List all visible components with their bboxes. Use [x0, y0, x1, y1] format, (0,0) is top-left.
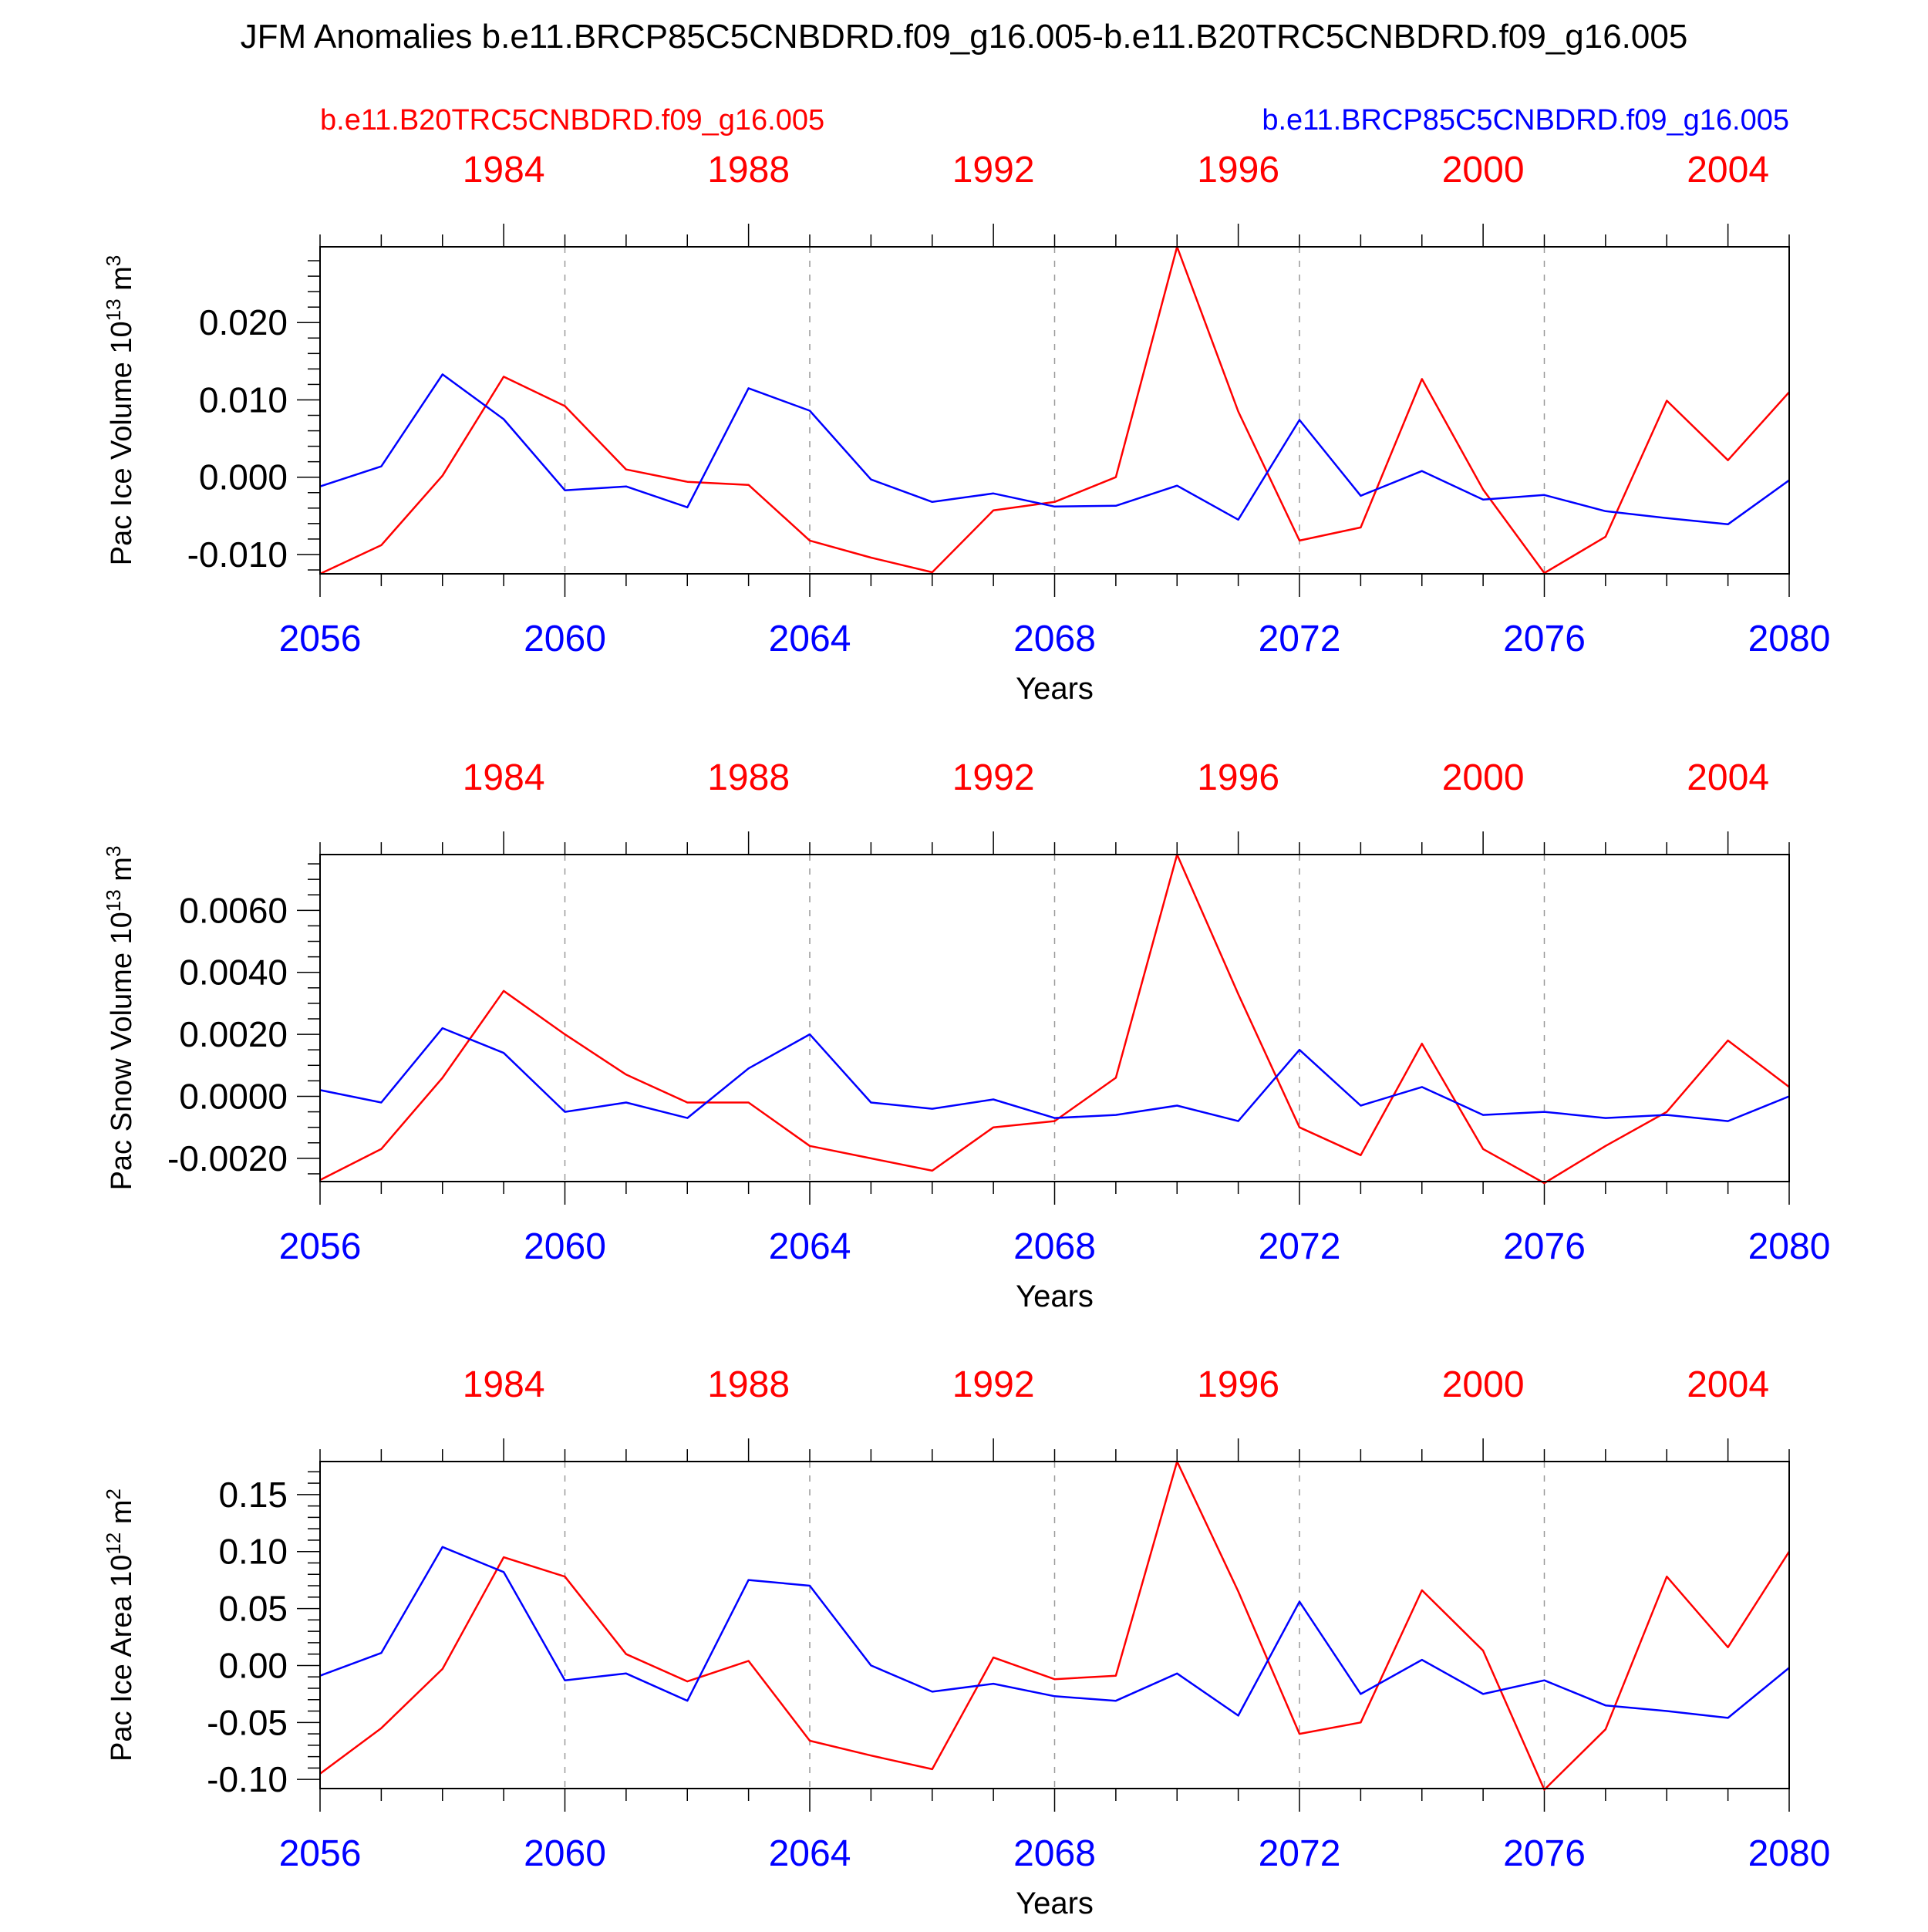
- y-axis-label-part: m: [106, 857, 138, 889]
- series-line-rcp85: [319, 1546, 1790, 1719]
- x-top-tick-label: 1984: [463, 150, 545, 191]
- x-top-tick-label: 2004: [1687, 1364, 1769, 1405]
- y-axis-label: Pac Ice Area 1012 m2: [102, 1489, 138, 1762]
- y-axis-label-superscript: 12: [102, 1532, 125, 1555]
- series-line-rcp85: [319, 1027, 1790, 1122]
- y-tick-label: 0.010: [199, 379, 288, 420]
- x-bottom-tick-label: 2056: [279, 1833, 362, 1874]
- panel-2: -0.0020 0.0000 0.0020 0.0040 0.0060 2056 2060 2…: [102, 757, 1830, 1313]
- x-bottom-tick-label: 2076: [1503, 619, 1586, 659]
- y-tick-label: 0.00: [218, 1645, 288, 1685]
- y-axis-label: Pac Snow Volume 1013 m3: [102, 846, 138, 1191]
- y-axis-label-part: m: [106, 1500, 138, 1532]
- y-tick-label: 0.0040: [179, 953, 288, 993]
- x-top-tick-label: 1996: [1197, 757, 1279, 798]
- x-bottom-tick-label: 2072: [1259, 619, 1341, 659]
- y-tick-label: 0.15: [218, 1475, 288, 1515]
- x-top-tick-label: 1984: [463, 757, 545, 798]
- x-top-tick-label: 2000: [1442, 757, 1525, 798]
- y-axis-label-superscript: 2: [102, 1489, 125, 1499]
- x-top-tick-label: 1992: [952, 757, 1035, 798]
- y-axis-label-superscript: 3: [102, 255, 125, 266]
- y-axis-label-part: Pac Snow Volume 10: [106, 912, 138, 1190]
- x-top-tick-label: 2000: [1442, 1364, 1525, 1405]
- y-axis-label-part: Pac Ice Area 10: [106, 1555, 138, 1762]
- x-top-tick-label: 1996: [1197, 150, 1279, 191]
- x-top-tick-label: 1992: [952, 1364, 1035, 1405]
- x-top-tick-label: 1988: [707, 1364, 790, 1405]
- plot-frame: [319, 246, 1790, 575]
- y-axis-label: Pac Ice Volume 1013 m3: [102, 255, 138, 565]
- x-axis-label: Years: [1016, 1886, 1094, 1920]
- y-tick-label: 0.10: [218, 1532, 288, 1572]
- panel-3: -0.10 -0.05 0.00 0.05 0.10 0.15 2056 2060 2064 20…: [102, 1364, 1830, 1920]
- x-bottom-tick-label: 2072: [1259, 1226, 1341, 1267]
- x-bottom-tick-label: 2060: [524, 619, 606, 659]
- x-top-tick-label: 1992: [952, 150, 1035, 191]
- y-tick-label: 0.000: [199, 457, 288, 497]
- x-bottom-tick-label: 2064: [769, 619, 851, 659]
- x-bottom-tick-label: 2076: [1503, 1833, 1586, 1874]
- x-bottom-tick-label: 2064: [769, 1833, 851, 1874]
- x-bottom-tick-label: 2072: [1259, 1833, 1341, 1874]
- x-top-tick-label: 2000: [1442, 150, 1525, 191]
- y-axis-label-superscript: 13: [102, 298, 125, 321]
- x-bottom-tick-label: 2060: [524, 1226, 606, 1267]
- x-bottom-tick-label: 2068: [1013, 1226, 1096, 1267]
- x-bottom-tick-label: 2056: [279, 1226, 362, 1267]
- x-top-tick-label: 2004: [1687, 757, 1769, 798]
- y-axis-label-part: Pac Ice Volume 10: [106, 321, 138, 565]
- y-tick-label: 0.0060: [179, 890, 288, 930]
- y-tick-label: 0.0020: [179, 1014, 288, 1054]
- series-line-historical: [319, 853, 1790, 1185]
- x-bottom-tick-label: 2080: [1748, 1833, 1831, 1874]
- y-tick-label: -0.0020: [167, 1138, 288, 1178]
- x-bottom-tick-label: 2080: [1748, 1226, 1831, 1267]
- plot-frame: [319, 854, 1790, 1182]
- y-axis-label-superscript: 3: [102, 846, 125, 857]
- series-line-historical: [319, 1460, 1791, 1791]
- y-tick-label: 0.0000: [179, 1076, 288, 1116]
- x-bottom-tick-label: 2068: [1013, 1833, 1096, 1874]
- series-line-rcp85: [319, 373, 1790, 526]
- y-tick-label: -0.010: [187, 534, 288, 575]
- y-axis-label-superscript: 13: [102, 889, 125, 912]
- plot-frame: [319, 1461, 1790, 1789]
- y-tick-label: 0.05: [218, 1589, 288, 1629]
- x-bottom-tick-label: 2056: [279, 619, 362, 659]
- x-bottom-tick-label: 2064: [769, 1226, 851, 1267]
- x-top-tick-label: 2004: [1687, 150, 1769, 191]
- y-tick-label: -0.05: [207, 1702, 288, 1742]
- panels-group: -0.010 0.000 0.010 0.020 2056 2060 2064 2068 207…: [102, 150, 1830, 1920]
- x-bottom-tick-label: 2076: [1503, 1226, 1586, 1267]
- y-tick-label: 0.020: [199, 302, 288, 342]
- chart-title: JFM Anomalies b.e11.BRCP85C5CNBDRD.f09_g…: [241, 18, 1688, 56]
- x-axis-label: Years: [1016, 1280, 1094, 1313]
- x-axis-label: Years: [1016, 672, 1094, 706]
- x-bottom-tick-label: 2080: [1748, 619, 1831, 659]
- x-top-tick-label: 1988: [707, 757, 790, 798]
- y-axis-label-part: m: [106, 266, 138, 298]
- x-top-tick-label: 1984: [463, 1364, 545, 1405]
- x-top-tick-label: 1988: [707, 150, 790, 191]
- y-tick-label: -0.10: [207, 1759, 288, 1799]
- x-bottom-tick-label: 2060: [524, 1833, 606, 1874]
- panel-1: -0.010 0.000 0.010 0.020 2056 2060 2064 2068 207…: [102, 150, 1830, 706]
- legend-label-historical: b.e11.B20TRC5CNBDRD.f09_g16.005: [320, 104, 824, 137]
- x-bottom-tick-label: 2068: [1013, 619, 1096, 659]
- x-top-tick-label: 1996: [1197, 1364, 1279, 1405]
- legend-label-rcp85: b.e11.BRCP85C5CNBDRD.f09_g16.005: [1262, 104, 1789, 137]
